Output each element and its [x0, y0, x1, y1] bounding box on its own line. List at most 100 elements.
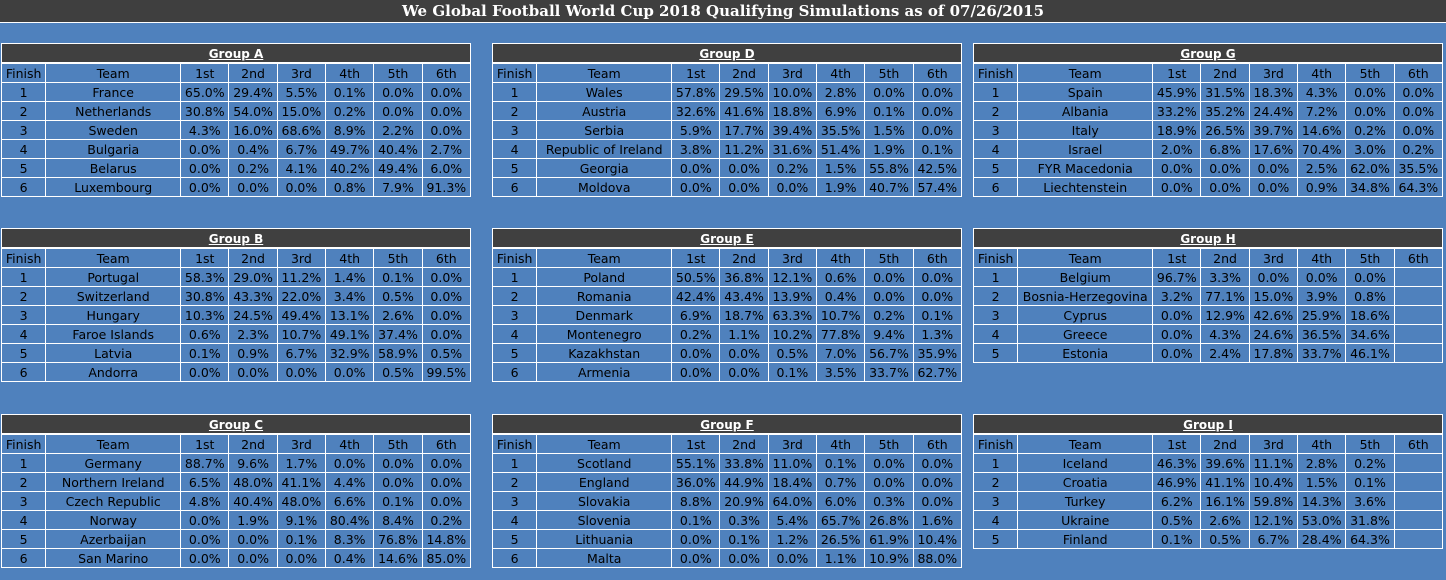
team-cell: Luxembourg [45, 177, 182, 197]
probability-cell: 2.3% [228, 324, 278, 344]
table-row: 5 Kazakhstan 0.0% 0.0% 0.5% 7.0% 56.7% 35.9% [491, 343, 963, 363]
probability-cell: 4.1% [276, 158, 327, 178]
table-row: 5 Latvia 0.1% 0.9% 6.7% 32.9% 58.9% 0.5% [0, 343, 472, 363]
probability-cell: 0.0% [373, 453, 423, 473]
probability-cell: 17.7% [719, 120, 769, 140]
column-header: Finish [972, 248, 1019, 268]
finish-cell: 5 [491, 529, 538, 549]
table-row: 5 FYR Macedonia 0.0% 0.0% 0.0% 2.5% 62.0% 35.5% [972, 158, 1444, 178]
probability-cell: 0.0% [719, 343, 769, 363]
probability-cell: 10.3% [180, 305, 230, 325]
probability-cell: 5.5% [276, 82, 327, 102]
column-header: Finish [491, 63, 538, 83]
finish-cell: 3 [0, 305, 47, 325]
probability-cell: 41.6% [719, 101, 769, 121]
group-heading: Group C [1, 414, 471, 434]
group-table-group-b: Group B Finish Team 1st 2nd 3rd 4th 5th 6th 1 Port… [0, 228, 472, 382]
table-row: 6 San Marino 0.0% 0.0% 0.0% 0.4% 14.6% 85.0% [0, 548, 472, 568]
probability-cell: 77.1% [1200, 286, 1250, 306]
finish-cell: 2 [972, 286, 1019, 306]
column-header: 6th [1393, 434, 1444, 454]
team-cell: Wales [536, 82, 673, 102]
finish-cell: 4 [972, 510, 1019, 530]
probability-cell [1393, 286, 1444, 306]
finish-cell: 1 [972, 82, 1019, 102]
table-row: 2 Romania 42.4% 43.4% 13.9% 0.4% 0.0% 0.0% [491, 286, 963, 306]
probability-cell: 6.0% [816, 491, 866, 511]
probability-cell [1393, 267, 1444, 287]
probability-cell: 96.7% [1152, 267, 1202, 287]
finish-cell: 4 [491, 510, 538, 530]
column-header: Finish [491, 248, 538, 268]
column-header: Team [1017, 63, 1154, 83]
team-cell: Northern Ireland [45, 472, 182, 492]
probability-cell: 28.4% [1297, 529, 1347, 549]
probability-cell: 3.5% [816, 362, 866, 382]
team-cell: Portugal [45, 267, 182, 287]
finish-cell: 1 [491, 82, 538, 102]
probability-cell: 0.5% [1200, 529, 1250, 549]
probability-cell: 0.0% [864, 472, 914, 492]
finish-cell: 5 [0, 343, 47, 363]
probability-cell: 35.9% [912, 343, 963, 363]
probability-cell: 12.1% [767, 267, 818, 287]
column-header: 1st [180, 63, 230, 83]
probability-cell: 33.8% [719, 453, 769, 473]
probability-cell: 0.0% [180, 139, 230, 159]
table-row: 5 Finland 0.1% 0.5% 6.7% 28.4% 64.3% [972, 529, 1444, 549]
column-header: Finish [972, 63, 1019, 83]
probability-cell: 39.6% [1200, 453, 1250, 473]
probability-cell: 13.1% [325, 305, 375, 325]
probability-cell: 39.7% [1248, 120, 1299, 140]
probability-cell: 6.2% [1152, 491, 1202, 511]
probability-cell: 6.8% [1200, 139, 1250, 159]
finish-cell: 6 [491, 548, 538, 568]
column-header: 5th [864, 248, 914, 268]
probability-cell: 16.1% [1200, 491, 1250, 511]
probability-cell: 7.2% [1297, 101, 1347, 121]
finish-cell: 5 [972, 158, 1019, 178]
probability-cell: 5.9% [671, 120, 721, 140]
probability-cell: 0.1% [816, 453, 866, 473]
probability-cell: 8.9% [325, 120, 375, 140]
probability-cell: 0.0% [421, 101, 472, 121]
column-header: 4th [816, 63, 866, 83]
team-cell: Republic of Ireland [536, 139, 673, 159]
probability-cell: 42.4% [671, 286, 721, 306]
table-row: 3 Czech Republic 4.8% 40.4% 48.0% 6.6% 0.1% 0.0… [0, 491, 472, 511]
table-row: 2 Albania 33.2% 35.2% 24.4% 7.2% 0.0% 0.0% [972, 101, 1444, 121]
probability-cell: 0.1% [325, 82, 375, 102]
probability-cell: 18.7% [719, 305, 769, 325]
probability-cell: 0.2% [1345, 453, 1395, 473]
column-header: Team [1017, 248, 1154, 268]
probability-cell: 2.0% [1152, 139, 1202, 159]
probability-cell: 24.5% [228, 305, 278, 325]
column-header: 3rd [276, 434, 327, 454]
probability-cell: 10.0% [767, 82, 818, 102]
probability-cell: 59.8% [1248, 491, 1299, 511]
team-cell: Cyprus [1017, 305, 1154, 325]
team-cell: FYR Macedonia [1017, 158, 1154, 178]
table-row: 3 Hungary 10.3% 24.5% 49.4% 13.1% 2.6% 0.0% [0, 305, 472, 325]
header-row: Finish Team 1st 2nd 3rd 4th 5th 6th [491, 434, 963, 454]
table-row: 6 Moldova 0.0% 0.0% 0.0% 1.9% 40.7% 57.4% [491, 177, 963, 197]
probability-cell: 40.4% [228, 491, 278, 511]
probability-cell: 26.8% [864, 510, 914, 530]
probability-cell: 6.7% [1248, 529, 1299, 549]
column-header: 1st [671, 248, 721, 268]
table-row: 2 Northern Ireland 6.5% 48.0% 41.1% 4.4% 0.0% 0… [0, 472, 472, 492]
probability-cell: 1.6% [912, 510, 963, 530]
team-cell: Netherlands [45, 101, 182, 121]
probability-cell: 14.3% [1297, 491, 1347, 511]
probability-cell: 0.0% [325, 453, 375, 473]
probability-cell [1393, 529, 1444, 549]
team-cell: Armenia [536, 362, 673, 382]
finish-cell: 6 [972, 177, 1019, 197]
probability-cell: 2.7% [421, 139, 472, 159]
probability-cell: 40.2% [325, 158, 375, 178]
standings-table: Finish Team 1st 2nd 3rd 4th 5th 6th 1 Portugal 58.… [0, 248, 472, 382]
probability-cell: 24.4% [1248, 101, 1299, 121]
header-row: Finish Team 1st 2nd 3rd 4th 5th 6th [491, 248, 963, 268]
probability-cell: 0.0% [864, 286, 914, 306]
probability-cell: 6.5% [180, 472, 230, 492]
